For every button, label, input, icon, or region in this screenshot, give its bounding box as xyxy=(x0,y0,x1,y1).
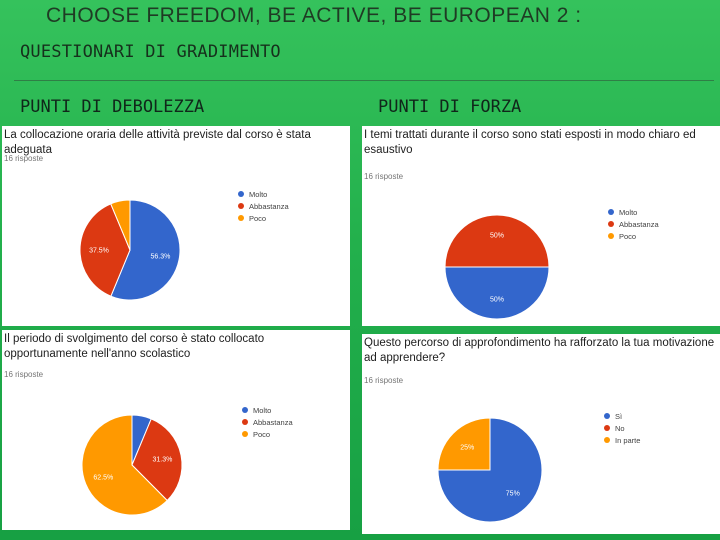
legend-swatch xyxy=(238,203,244,209)
legend: Molto Abbastanza Poco xyxy=(238,188,289,224)
slice-label: 75% xyxy=(506,490,520,497)
divider xyxy=(14,80,714,81)
legend-item: Poco xyxy=(242,428,293,440)
pie-slice-abbastanza xyxy=(79,203,131,297)
responses-count: 16 risposte xyxy=(364,376,404,385)
question-text: Questo percorso di approfondimento ha ra… xyxy=(364,337,715,364)
slide-subtitle: QUESTIONARI DI GRADIMENTO xyxy=(20,42,281,62)
slice-label: 31.3% xyxy=(152,457,172,464)
legend-swatch xyxy=(242,419,248,425)
pie-slice-molto xyxy=(444,266,550,320)
question-text: I temi trattati durante il corso sono st… xyxy=(364,129,696,156)
pie-slice-poco xyxy=(81,414,168,516)
legend-item: Abbastanza xyxy=(242,416,293,428)
slice-label: 50% xyxy=(490,297,504,304)
legend-swatch xyxy=(604,425,610,431)
pie-slice-molto xyxy=(110,199,181,301)
legend-label: Sì xyxy=(615,411,623,421)
slice-label: 62.5% xyxy=(93,474,113,481)
chart-panel-motivazione: Questo percorso di approfondimento ha ra… xyxy=(362,334,720,534)
pie-chart: 31.3% 62.5% xyxy=(81,414,183,516)
legend-label: Abbastanza xyxy=(619,219,659,229)
legend-label: Molto xyxy=(619,207,638,217)
legend-item: In parte xyxy=(604,434,640,446)
legend-item: Poco xyxy=(238,212,289,224)
legend-swatch xyxy=(238,191,244,197)
legend-swatch xyxy=(604,413,610,419)
slice-label: 25% xyxy=(460,445,474,452)
legend-swatch xyxy=(238,215,244,221)
pie-slice-in-parte xyxy=(437,417,491,471)
pie-slice-abbastanza xyxy=(131,418,183,502)
pie-chart: 50% 50% xyxy=(444,214,550,320)
legend-swatch xyxy=(604,437,610,443)
legend-item: Molto xyxy=(242,404,293,416)
pie-chart: 56.3% 37.5% xyxy=(79,199,181,301)
slide-title: CHOOSE FREEDOM, BE ACTIVE, BE EUROPEAN 2… xyxy=(46,4,582,27)
responses-count: 16 risposte xyxy=(4,154,44,163)
heading-punti-di-debolezza: PUNTI DI DEBOLEZZA xyxy=(20,97,205,117)
pie-chart: 75% 25% xyxy=(437,417,543,523)
legend-swatch xyxy=(242,431,248,437)
legend-item: Sì xyxy=(604,410,640,422)
legend-label: Abbastanza xyxy=(253,417,293,427)
legend-swatch xyxy=(608,233,614,239)
legend-item: Poco xyxy=(608,230,659,242)
legend: Molto Abbastanza Poco xyxy=(608,206,659,242)
legend-label: Poco xyxy=(619,231,637,241)
chart-panel-periodo: Il periodo di svolgimento del corso è st… xyxy=(2,330,350,530)
chart-panel-orario: La collocazione oraria delle attività pr… xyxy=(2,126,350,326)
legend-label: No xyxy=(615,423,625,433)
pie-slice-abbastanza xyxy=(444,214,550,268)
heading-punti-di-forza: PUNTI DI FORZA xyxy=(378,97,522,117)
slice-label: 37.5% xyxy=(89,248,109,255)
responses-count: 16 risposte xyxy=(364,172,404,181)
chart-panel-temi: I temi trattati durante il corso sono st… xyxy=(362,126,720,326)
legend-swatch xyxy=(608,209,614,215)
legend-label: In parte xyxy=(615,435,641,445)
question-text: La collocazione oraria delle attività pr… xyxy=(4,129,311,156)
responses-count: 16 risposte xyxy=(4,370,44,379)
legend-item: Molto xyxy=(238,188,289,200)
legend-item: Molto xyxy=(608,206,659,218)
legend-swatch xyxy=(608,221,614,227)
legend-item: Abbastanza xyxy=(608,218,659,230)
legend-item: No xyxy=(604,422,640,434)
slice-label: 50% xyxy=(490,232,504,239)
legend-label: Poco xyxy=(249,213,267,223)
pie-slice-s- xyxy=(437,417,543,523)
legend-label: Poco xyxy=(253,429,271,439)
legend: Molto Abbastanza Poco xyxy=(242,404,293,440)
pie-slice-poco xyxy=(110,199,131,251)
legend-label: Molto xyxy=(253,405,272,415)
legend-swatch xyxy=(242,407,248,413)
legend-label: Abbastanza xyxy=(249,201,289,211)
legend: Sì No In parte xyxy=(604,410,640,446)
legend-item: Abbastanza xyxy=(238,200,289,212)
slice-label: 56.3% xyxy=(150,254,170,261)
question-text: Il periodo di svolgimento del corso è st… xyxy=(4,333,265,360)
legend-label: Molto xyxy=(249,189,268,199)
